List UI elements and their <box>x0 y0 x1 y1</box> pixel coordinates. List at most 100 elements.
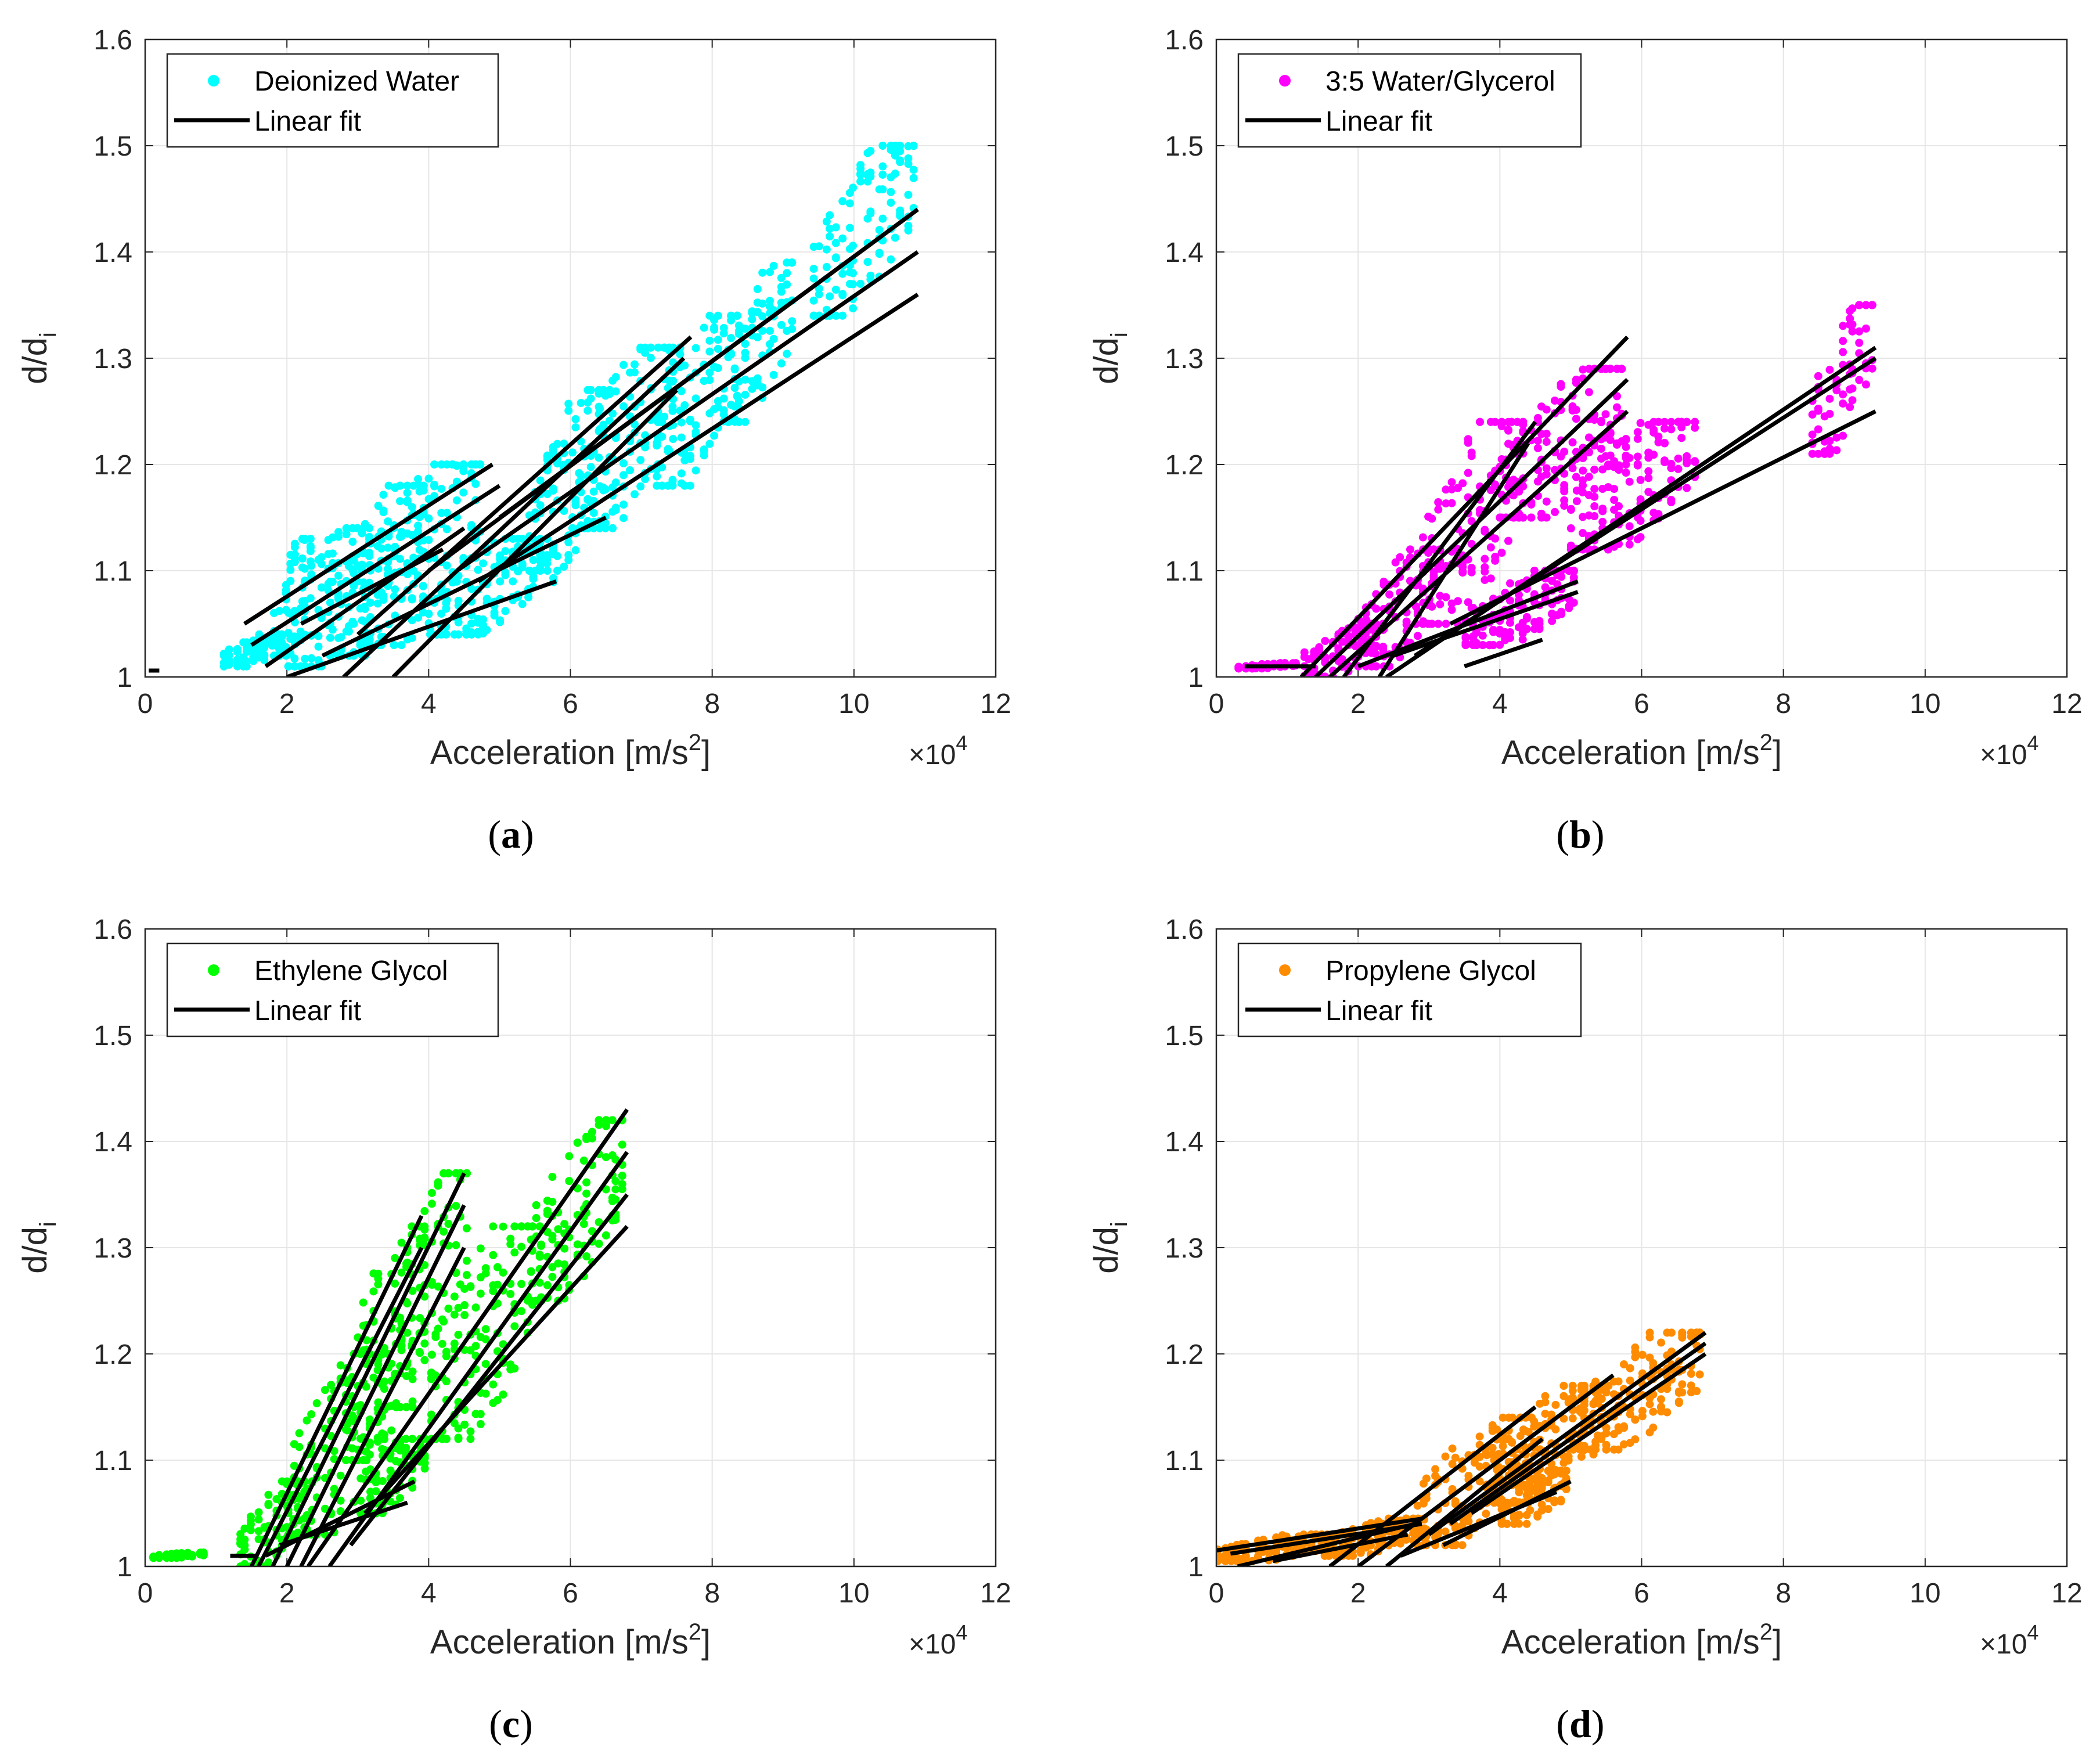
data-point <box>1591 1441 1600 1450</box>
data-point <box>1453 597 1462 606</box>
data-point <box>777 359 786 368</box>
data-point <box>1533 436 1542 445</box>
data-point <box>1602 1445 1611 1454</box>
data-point <box>1548 617 1557 625</box>
data-point <box>1562 1467 1571 1475</box>
data-point <box>733 311 741 320</box>
fit-line <box>1377 442 1530 677</box>
data-point <box>1515 487 1523 496</box>
data-point <box>466 1435 475 1443</box>
x-axis-label-sup: 2 <box>1760 730 1773 755</box>
data-point <box>1569 573 1578 582</box>
data-point <box>397 1346 406 1354</box>
data-point <box>668 475 677 484</box>
data-point <box>543 559 552 568</box>
data-point <box>1564 1456 1573 1465</box>
x-axis-label-sup: 2 <box>689 730 701 755</box>
y-tick-label: 1 <box>1188 662 1204 693</box>
data-point <box>1519 513 1528 522</box>
caption-close: ) <box>520 1702 533 1746</box>
data-point <box>1321 655 1330 664</box>
data-point <box>1472 628 1481 637</box>
x-tick-label: 8 <box>1775 689 1791 719</box>
x-tick-label: 4 <box>1492 1578 1508 1609</box>
y-tick-label: 1.2 <box>93 450 132 481</box>
data-point <box>878 142 887 150</box>
y-axis-label-main: d/d <box>16 337 54 384</box>
data-point <box>330 1447 338 1456</box>
data-point <box>1649 451 1658 459</box>
data-point <box>1667 1328 1676 1337</box>
data-point <box>727 311 736 320</box>
data-point <box>1649 1359 1658 1367</box>
point-cluster <box>1569 1328 1704 1454</box>
data-point <box>611 1215 620 1224</box>
data-point <box>1413 632 1422 640</box>
data-point <box>1868 364 1876 373</box>
data-point <box>758 326 767 335</box>
x-axis-multiplier-base: ×10 <box>909 740 956 770</box>
data-point <box>290 550 299 559</box>
data-point <box>246 1526 255 1534</box>
data-point <box>1625 522 1634 531</box>
data-point <box>618 1185 626 1194</box>
data-point <box>611 373 620 381</box>
data-point <box>1691 417 1699 426</box>
data-point <box>1464 469 1472 477</box>
data-point <box>358 529 366 538</box>
data-point <box>727 334 736 343</box>
legend-box <box>166 53 499 148</box>
data-point <box>350 569 358 578</box>
data-point <box>1614 1377 1623 1386</box>
data-point <box>391 585 399 594</box>
data-point <box>548 1235 557 1244</box>
x-tick-label: 12 <box>2051 1578 2082 1609</box>
data-point <box>1654 417 1663 426</box>
data-point <box>1610 485 1619 493</box>
data-point <box>1486 543 1495 552</box>
data-point <box>430 460 439 469</box>
data-point <box>493 1396 502 1404</box>
data-point <box>1808 449 1817 458</box>
fit-line <box>356 335 693 636</box>
data-point <box>1654 510 1663 518</box>
data-point <box>595 1240 603 1248</box>
data-point <box>306 535 315 543</box>
data-point <box>496 618 505 626</box>
data-point <box>595 453 603 462</box>
data-point <box>1442 485 1450 494</box>
data-point <box>1451 1524 1460 1533</box>
data-point <box>608 409 617 418</box>
data-point <box>452 1241 460 1249</box>
data-point <box>1560 487 1569 496</box>
data-point <box>499 1222 507 1231</box>
data-point <box>589 487 598 496</box>
x-tick-label: 8 <box>1775 1578 1791 1609</box>
data-point <box>1814 404 1822 413</box>
x-tick-label: 4 <box>421 1578 437 1609</box>
data-point <box>677 418 686 427</box>
data-point <box>875 248 884 257</box>
data-point <box>1615 461 1623 470</box>
data-point <box>1572 415 1580 423</box>
data-point <box>1660 439 1669 448</box>
data-point <box>408 1367 417 1376</box>
data-point <box>459 488 468 497</box>
data-point <box>904 160 913 168</box>
fit-line <box>243 463 494 626</box>
panel-c: 0 2 4 6 8 10 12 1 1.1 1.2 1.3 1.4 1.5 1.6 Ethylene Gly… <box>16 914 1011 1746</box>
data-point <box>619 459 628 468</box>
data-point <box>658 433 667 441</box>
data-point <box>765 326 774 335</box>
data-point <box>307 561 316 570</box>
data-point <box>611 1177 620 1186</box>
data-point <box>420 1356 429 1364</box>
data-point <box>1537 1474 1546 1482</box>
data-point <box>452 496 461 505</box>
data-point <box>1461 641 1470 650</box>
data-point <box>420 1459 429 1468</box>
data-point <box>575 469 583 477</box>
data-point <box>1584 448 1593 457</box>
data-point <box>374 1274 383 1283</box>
data-point <box>1522 614 1531 623</box>
